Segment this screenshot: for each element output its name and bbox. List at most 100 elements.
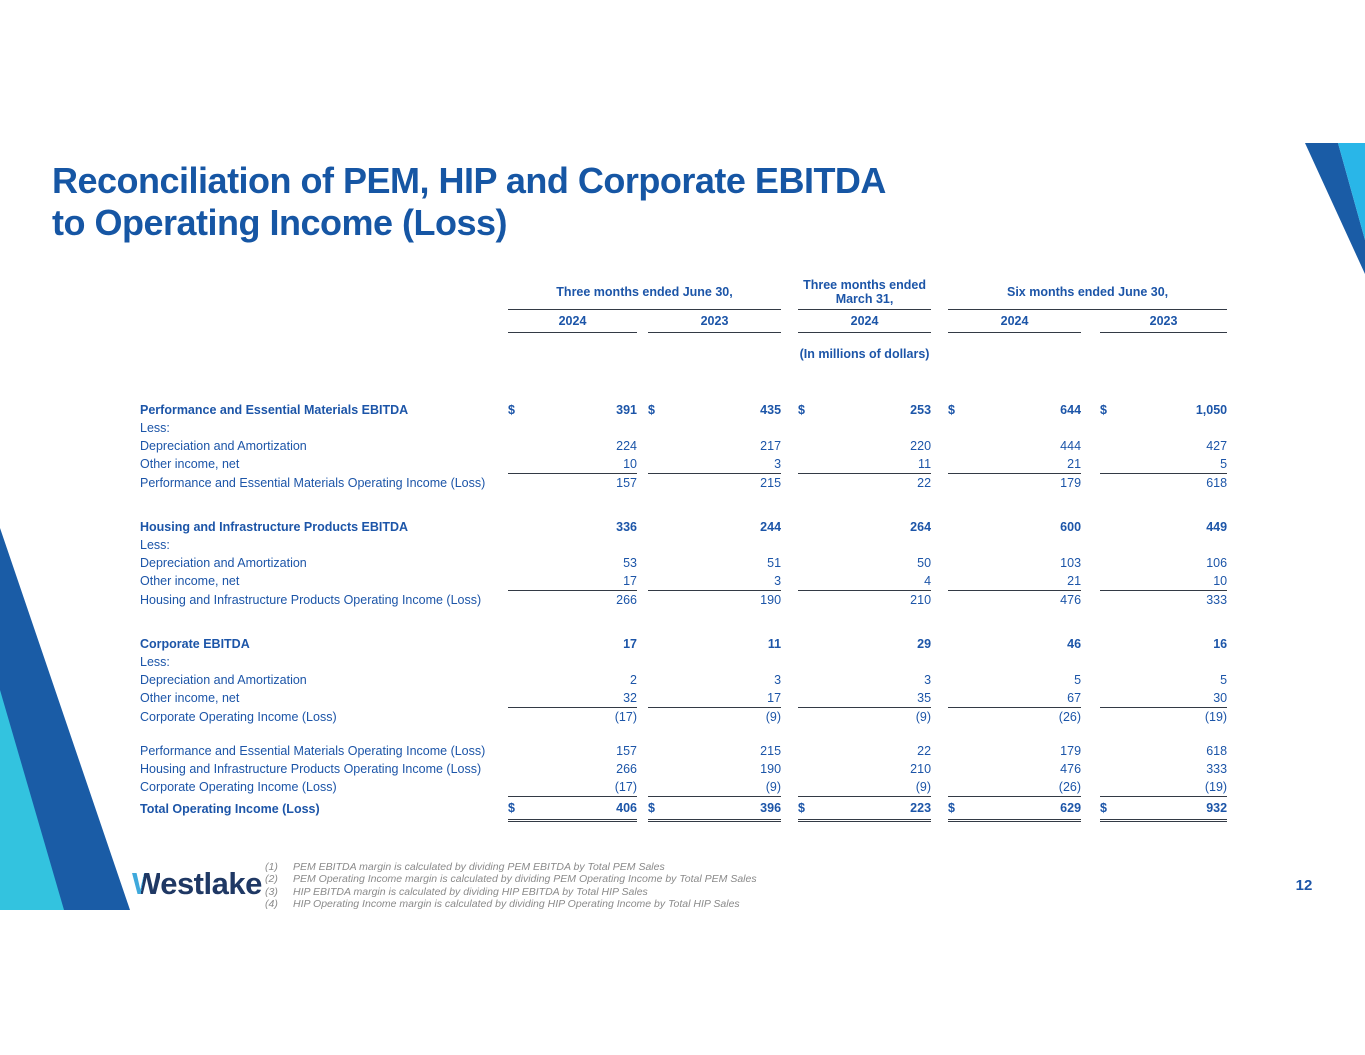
column-gap [931,689,948,708]
value-cell: 253 [910,403,932,417]
row-label: Housing and Infrastructure Products EBIT… [140,520,409,534]
column-gap [781,572,798,591]
year-header: 2023 [1100,309,1228,333]
column-gap [931,625,948,653]
dollar-sign-cell [1100,419,1126,437]
dollar-sign-cell [648,591,674,610]
column-gap [931,778,948,797]
dollar-sign-cell: $ [648,403,655,417]
column-gap [781,625,798,653]
footnote: (2) PEM Operating Income margin is calcul… [265,873,757,885]
value-cell: 618 [1206,476,1228,490]
value-cell [974,536,1081,554]
column-gap [1081,653,1100,671]
column-gap [931,591,948,610]
row-label: Performance and Essential Materials EBIT… [140,403,409,417]
value-cell: 427 [1206,439,1228,453]
footnote: (3) HIP EBITDA margin is calculated by di… [265,886,757,898]
column-gap [1081,554,1100,572]
column-gap [781,437,798,455]
dollar-sign-cell [798,572,825,591]
row-label: Housing and Infrastructure Products Oper… [140,592,482,607]
units-note: (In millions of dollars) [799,347,930,361]
dollar-sign-cell: $ [948,403,955,417]
value-cell: 391 [616,403,637,417]
value-cell: 157 [616,744,637,758]
value-cell: 5 [1126,455,1228,474]
dollar-sign-cell [948,572,975,591]
dollar-sign-cell [648,455,674,474]
value-cell: 224 [616,439,637,453]
westlake-logo-initial: W [132,866,161,901]
value-cell: 266 [616,762,637,776]
table-row: Depreciation and Amortization 53 51 50 103 10… [140,554,1227,572]
value-cell: 190 [760,762,782,776]
column-gap [637,742,648,760]
top-right-dark-stripe [1305,143,1365,274]
column-gap [637,689,648,708]
value-cell: 106 [1206,556,1228,570]
value-cell [974,653,1081,671]
column-gap [931,572,948,591]
dollar-sign-cell [798,689,825,708]
value-cell: 3 [924,673,932,687]
column-gap [1081,391,1100,419]
dollar-sign-cell [798,437,824,455]
dollar-sign-cell [508,671,534,689]
dollar-sign-cell [508,508,534,536]
footnote-text: HIP EBITDA margin is calculated by divid… [293,885,648,898]
value-cell: (9) [824,778,932,797]
westlake-logo: Westlake [132,868,262,899]
year-header: 2024 [798,309,932,333]
year-header: 2024 [948,309,1082,333]
value-cell: 629 [974,796,1082,822]
dollar-sign-cell [798,671,824,689]
westlake-logo-text: estlake [160,866,262,901]
value-cell: 35 [824,689,932,708]
dollar-sign-cell [648,437,674,455]
dollar-sign-cell [948,778,975,797]
row-label: Total Operating Income (Loss) [140,801,320,816]
value-cell: 932 [1126,796,1228,822]
value-cell: 17 [534,572,637,591]
value-cell: 333 [1206,762,1228,776]
page-title: Reconciliation of PEM, HIP and Corporate… [52,160,886,244]
column-gap [637,508,648,536]
column-gap [1081,760,1100,778]
value-cell: (9) [765,710,782,724]
column-gap [637,536,648,554]
year-header: 2024 [508,309,637,333]
value-cell: 157 [616,476,637,490]
column-gap [781,653,798,671]
dollar-sign-cell [648,653,674,671]
spacer [140,333,1227,346]
dollar-sign-cell [798,742,824,760]
value-cell [1126,653,1227,671]
column-gap [637,437,648,455]
column-gap [1081,419,1100,437]
dollar-sign-cell: $ [1100,403,1107,417]
row-label: Corporate Operating Income (Loss) [140,709,337,724]
row-label: Other income, net [140,574,240,589]
value-cell: (19) [1126,778,1228,797]
value-cell: 30 [1126,689,1228,708]
dollar-sign-cell [508,689,534,708]
corner-cell [140,275,508,310]
table-row: Less: [140,536,1227,554]
column-gap [637,572,648,591]
value-cell: 1,050 [1195,403,1228,417]
dollar-sign-cell [948,708,974,727]
dollar-sign-cell [1100,474,1126,493]
column-gap [1081,797,1100,821]
table-row: Less: [140,653,1227,671]
row-label: Other income, net [140,457,240,472]
dollar-sign-cell [948,742,974,760]
dollar-sign-cell [1100,591,1126,610]
dollar-sign-cell [798,778,825,797]
table-row: Performance and Essential Materials EBIT… [140,391,1227,419]
dollar-sign-cell [508,591,534,610]
column-gap [931,708,948,727]
value-cell: 266 [616,593,637,607]
column-gap [931,474,948,493]
value-cell: (17) [614,710,637,724]
